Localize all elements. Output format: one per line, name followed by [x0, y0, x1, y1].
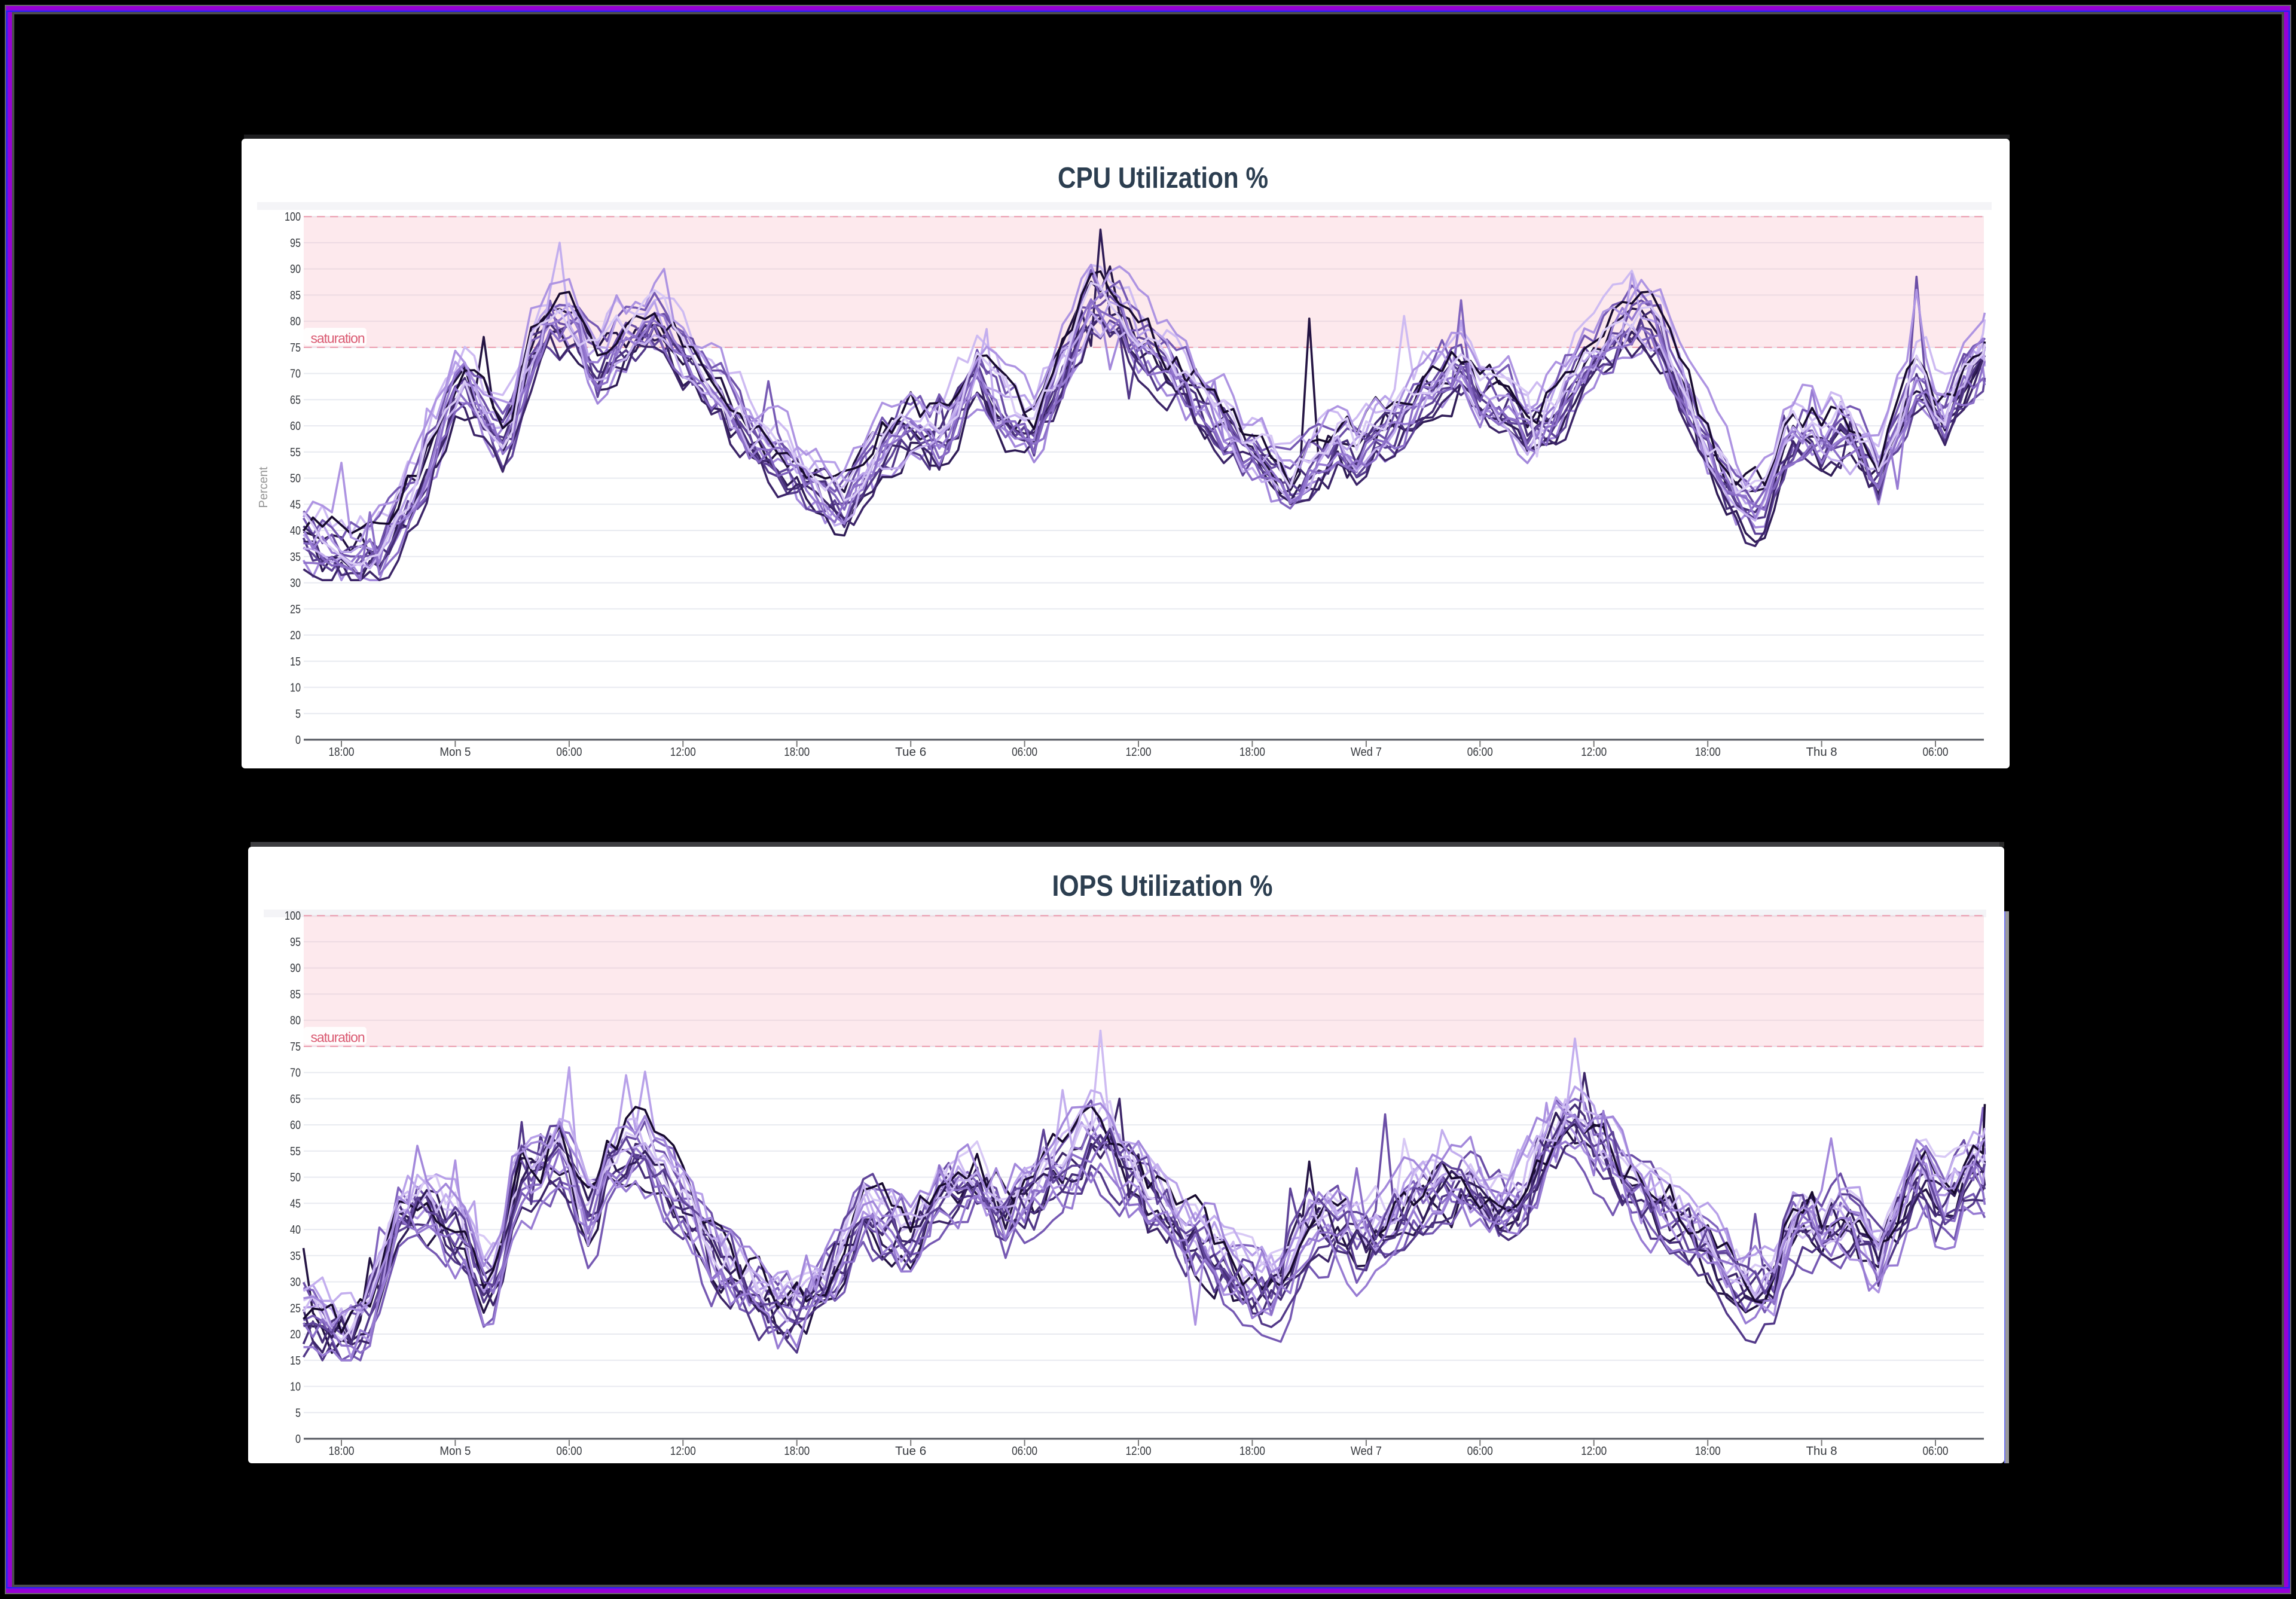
svg-text:50: 50 [290, 472, 301, 486]
svg-text:Wed 7: Wed 7 [1351, 746, 1382, 759]
svg-text:75: 75 [290, 341, 301, 355]
svg-text:12:00: 12:00 [1126, 746, 1152, 759]
svg-text:Thu 8: Thu 8 [1806, 746, 1837, 759]
svg-text:Tue 6: Tue 6 [895, 746, 926, 759]
svg-text:15: 15 [290, 655, 301, 669]
svg-text:0: 0 [295, 1433, 301, 1446]
svg-text:06:00: 06:00 [1923, 746, 1949, 759]
svg-text:12:00: 12:00 [670, 746, 696, 759]
svg-text:35: 35 [290, 1250, 301, 1263]
svg-text:80: 80 [290, 1014, 301, 1027]
svg-text:75: 75 [290, 1040, 301, 1054]
svg-text:06:00: 06:00 [1012, 1445, 1037, 1458]
svg-text:60: 60 [290, 1119, 301, 1132]
svg-text:15: 15 [290, 1354, 301, 1368]
svg-text:40: 40 [290, 524, 301, 538]
svg-text:12:00: 12:00 [670, 1445, 696, 1458]
svg-text:90: 90 [290, 263, 301, 276]
svg-text:Thu 8: Thu 8 [1806, 1445, 1837, 1458]
svg-text:06:00: 06:00 [1012, 746, 1037, 759]
svg-text:5: 5 [295, 707, 301, 721]
svg-text:35: 35 [290, 551, 301, 564]
svg-text:IOPS Utilization %: IOPS Utilization % [1052, 870, 1273, 902]
svg-text:100: 100 [285, 910, 301, 923]
svg-text:06:00: 06:00 [556, 746, 582, 759]
svg-text:95: 95 [290, 237, 301, 250]
svg-text:55: 55 [290, 1145, 301, 1158]
svg-text:45: 45 [290, 498, 301, 511]
svg-text:20: 20 [290, 629, 301, 642]
svg-text:0: 0 [295, 734, 301, 747]
svg-text:Percent: Percent [257, 466, 270, 508]
svg-text:45: 45 [290, 1197, 301, 1210]
svg-text:18:00: 18:00 [329, 1445, 355, 1458]
svg-text:Tue 6: Tue 6 [895, 1445, 926, 1458]
svg-text:85: 85 [290, 289, 301, 302]
svg-text:30: 30 [290, 1276, 301, 1289]
svg-text:10: 10 [290, 1381, 301, 1394]
svg-text:30: 30 [290, 577, 301, 590]
svg-text:50: 50 [290, 1171, 301, 1185]
svg-text:85: 85 [290, 988, 301, 1001]
svg-text:06:00: 06:00 [556, 1445, 582, 1458]
svg-text:20: 20 [290, 1328, 301, 1341]
svg-text:06:00: 06:00 [1467, 1445, 1493, 1458]
svg-text:70: 70 [290, 368, 301, 381]
svg-text:06:00: 06:00 [1467, 746, 1493, 759]
svg-text:5: 5 [295, 1406, 301, 1420]
svg-text:80: 80 [290, 315, 301, 328]
svg-text:100: 100 [285, 210, 301, 224]
svg-text:95: 95 [290, 936, 301, 949]
svg-text:12:00: 12:00 [1581, 746, 1607, 759]
svg-text:25: 25 [290, 603, 301, 616]
svg-text:18:00: 18:00 [329, 746, 355, 759]
svg-text:18:00: 18:00 [784, 746, 810, 759]
svg-text:40: 40 [290, 1223, 301, 1237]
svg-text:12:00: 12:00 [1581, 1445, 1607, 1458]
svg-text:60: 60 [290, 420, 301, 433]
svg-text:25: 25 [290, 1302, 301, 1315]
svg-text:90: 90 [290, 962, 301, 975]
svg-text:12:00: 12:00 [1126, 1445, 1152, 1458]
svg-text:CPU Utilization %: CPU Utilization % [1058, 162, 1268, 194]
svg-text:saturation: saturation [311, 1029, 365, 1045]
svg-text:18:00: 18:00 [1239, 746, 1265, 759]
svg-text:Wed 7: Wed 7 [1351, 1445, 1382, 1458]
svg-text:18:00: 18:00 [1239, 1445, 1265, 1458]
svg-text:18:00: 18:00 [784, 1445, 810, 1458]
svg-text:18:00: 18:00 [1695, 1445, 1721, 1458]
svg-text:18:00: 18:00 [1695, 746, 1721, 759]
svg-text:saturation: saturation [311, 330, 365, 346]
svg-text:Mon 5: Mon 5 [439, 1445, 471, 1458]
svg-text:65: 65 [290, 393, 301, 407]
svg-text:65: 65 [290, 1093, 301, 1106]
svg-text:70: 70 [290, 1067, 301, 1080]
svg-text:Mon 5: Mon 5 [439, 746, 471, 759]
svg-text:06:00: 06:00 [1923, 1445, 1949, 1458]
svg-text:55: 55 [290, 446, 301, 459]
svg-text:10: 10 [290, 682, 301, 695]
